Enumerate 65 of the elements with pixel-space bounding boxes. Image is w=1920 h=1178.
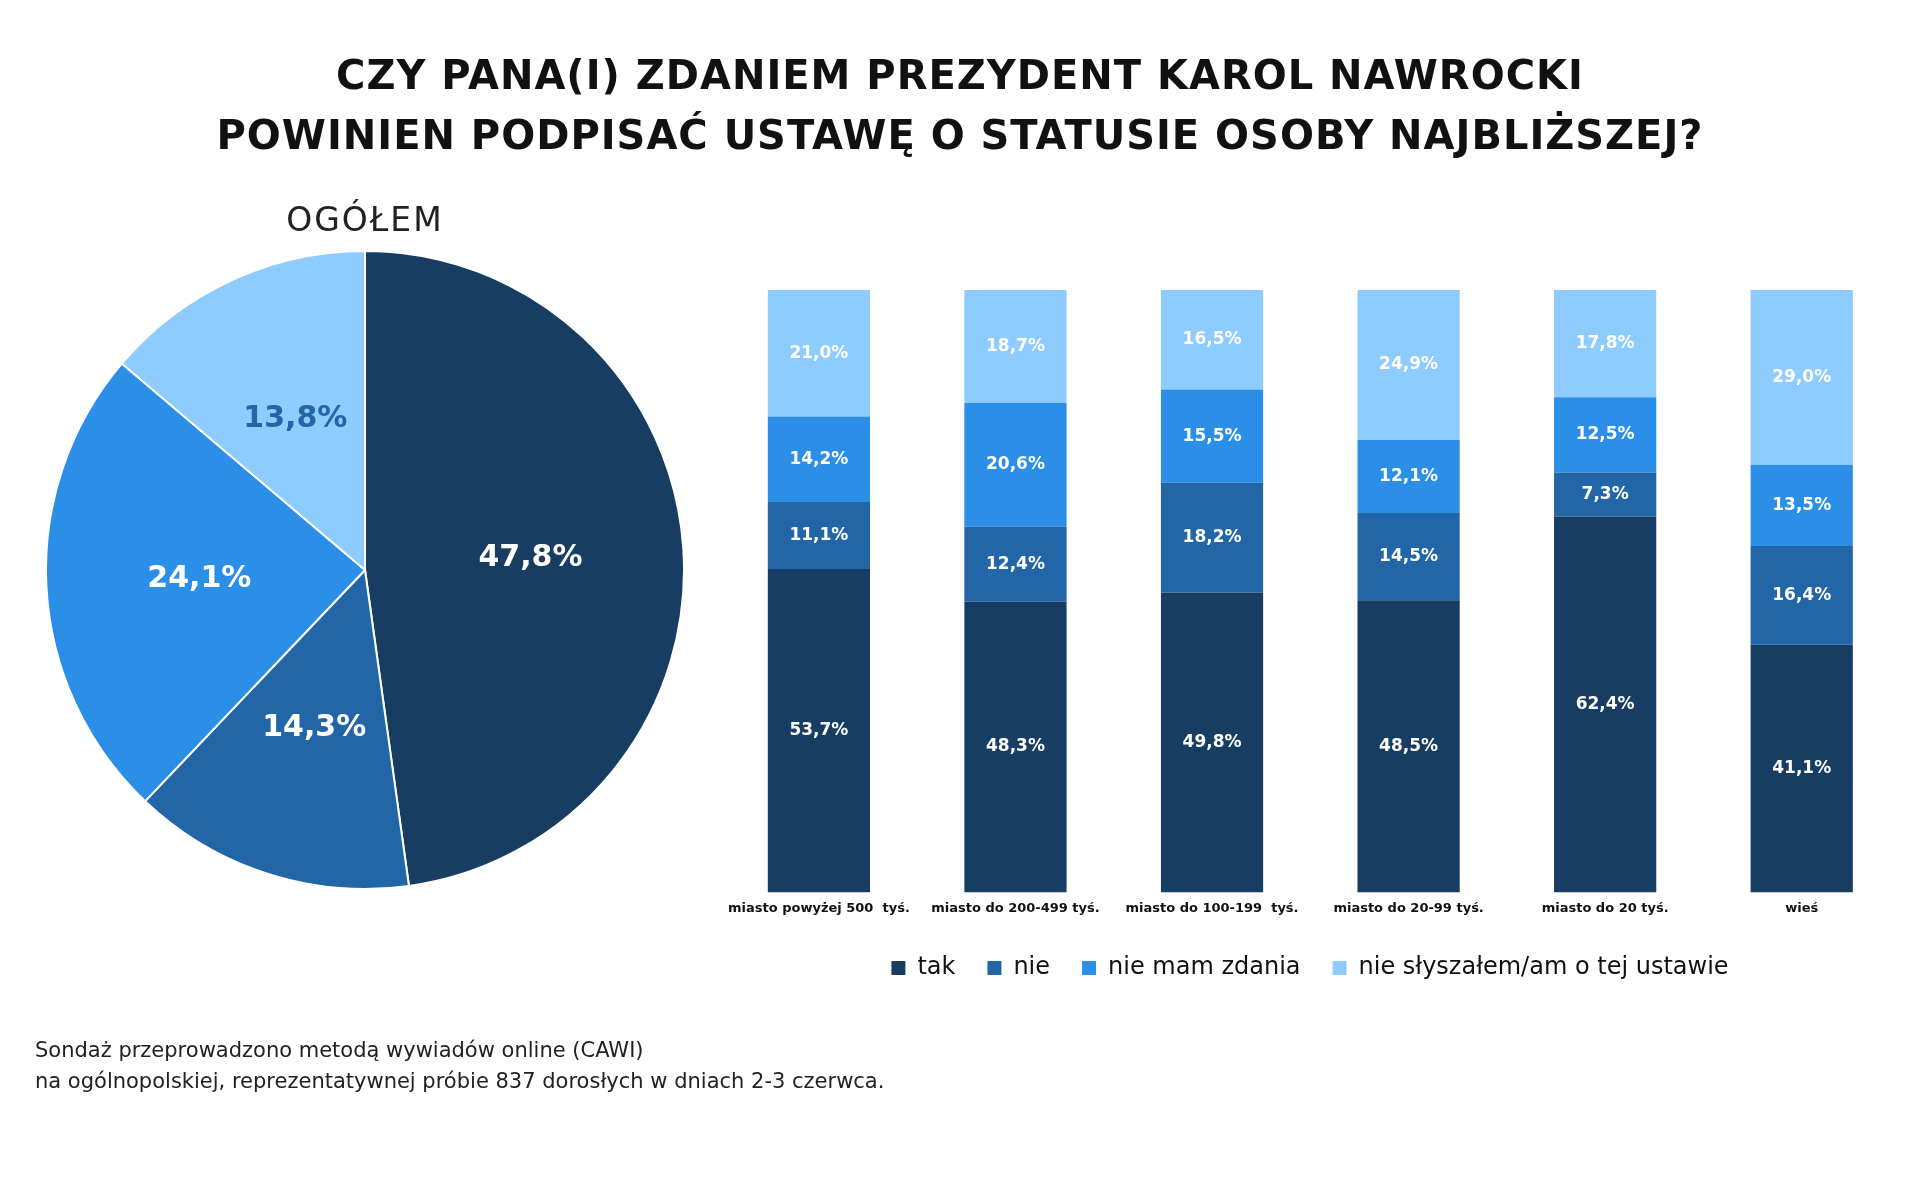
chart-title: CZY PANA(I) ZDANIEM PREZYDENT KAROL NAWROCKI POWINIEN PODPISAĆ USTAWĘ O STATUSIE OSOBY NAJBLIŻSZEJ? [215,51,1705,160]
data-label: 16,4% [1772,583,1832,604]
data-label: 16,5% [1182,328,1242,349]
data-label: 13,8% [243,399,348,435]
x-tick-label: miasto do 20-99 tyś. [1333,899,1484,915]
data-label: 48,3% [985,735,1045,756]
bar [1554,516,1657,893]
x-tick-label: miasto powyżej 500 tyś. [728,899,910,915]
bar [767,416,871,503]
data-label: 13,5% [1772,493,1832,514]
data-label: 49,8% [1182,730,1242,751]
data-label: 41,1% [1772,757,1832,778]
bar [1554,290,1657,398]
bar [964,290,1067,403]
bar [1160,389,1264,483]
data-label: 12,1% [1379,464,1439,485]
data-label: 17,8% [1575,332,1635,353]
legend-label: nie słyszałem/am o tej ustawie [1358,952,1729,981]
bar [1750,290,1853,465]
data-label: 14,3% [262,707,367,743]
data-label: 18,2% [1182,526,1242,547]
data-label: 47,8% [478,538,583,574]
bar [1554,472,1657,517]
bar [1750,644,1853,893]
bar [964,526,1067,602]
bar [1160,482,1264,593]
data-label: 14,2% [789,447,849,468]
x-tick-label: miasto do 100-199 tyś. [1125,899,1299,915]
x-tick-label: wieś [1785,899,1819,915]
bar [767,290,871,417]
legend-label: tak [917,952,956,981]
bar [1750,464,1853,547]
bar [1357,440,1460,513]
data-label: 21,0% [789,341,849,362]
data-label: 18,7% [985,334,1045,355]
bar [1750,546,1853,645]
bar [767,502,871,569]
data-label: 15,5% [1182,424,1242,445]
data-label: 12,4% [985,552,1045,573]
data-label: 7,3% [1581,482,1629,503]
legend-label: nie [1013,952,1051,981]
x-tick-label: miasto do 20 tyś. [1541,899,1669,915]
bar [1160,592,1264,893]
bar [1357,290,1460,440]
chart-title: OGÓŁEM [285,200,445,239]
data-label: 24,9% [1379,353,1439,374]
bar [964,601,1067,893]
bar [1357,512,1460,601]
data-label: 11,1% [789,523,849,544]
data-label: 29,0% [1772,365,1832,386]
bar [767,568,871,893]
data-label: 24,1% [147,558,252,594]
data-label: 20,6% [985,453,1045,474]
x-tick-label: miasto do 200-499 tyś. [931,899,1100,915]
data-label: 62,4% [1575,692,1635,713]
legend-label: nie mam zdania [1108,952,1301,981]
data-label: 12,5% [1575,423,1635,444]
data-label: 48,5% [1379,734,1439,755]
data-label: 53,7% [789,719,849,740]
text: Sondaż przeprowadzono metodą wywiadów online (CAWI) na ogólnopolskiej, reprezentatywnej próbie 837 dorosłych w dniach 2-3 czerwca. [35,1037,885,1095]
bar [964,402,1067,527]
bar [1357,600,1460,893]
data-label: 14,5% [1379,544,1439,565]
bar [1554,397,1657,473]
bar [1160,290,1264,390]
